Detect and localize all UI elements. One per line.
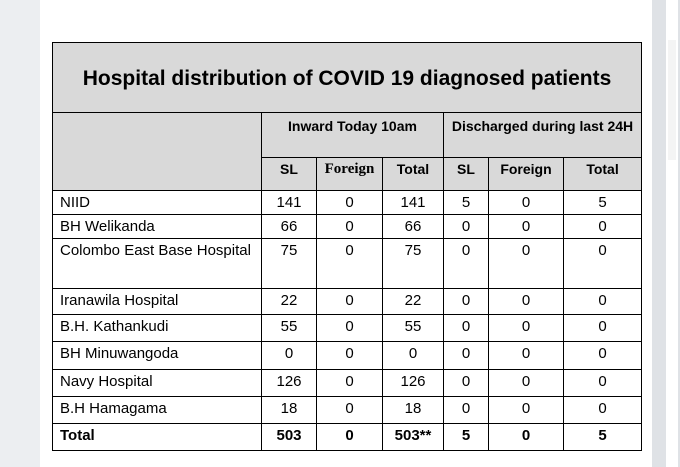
value-cell: 0 [488, 214, 564, 239]
total-label: Total [52, 423, 262, 451]
scrollbar-thumb[interactable] [668, 40, 676, 160]
value-cell: 0 [443, 238, 489, 289]
value-cell: 0 [488, 341, 564, 370]
table-row: BH Minuwangoda 0 0 0 0 0 0 [52, 341, 643, 370]
hospital-name: Iranawila Hospital [52, 288, 262, 315]
table-row: Iranawila Hospital 22 0 22 0 0 0 [52, 288, 643, 315]
value-cell: 0 [443, 288, 489, 315]
header-blank-cell [52, 112, 262, 191]
total-value-cell: 0 [488, 423, 564, 451]
value-cell: 0 [443, 369, 489, 397]
table-row: NIID 141 0 141 5 0 5 [52, 190, 643, 215]
value-cell: 0 [316, 396, 383, 424]
value-cell: 0 [488, 288, 564, 315]
value-cell: 141 [382, 190, 444, 215]
subheader-discharged-foreign: Foreign [488, 157, 564, 191]
value-cell: 0 [316, 369, 383, 397]
value-cell: 18 [261, 396, 317, 424]
total-value-cell: 503 [261, 423, 317, 451]
subheader-inward-total: Total [382, 157, 444, 191]
hospital-name: B.H Hamagama [52, 396, 262, 424]
value-cell: 0 [488, 190, 564, 215]
value-cell: 0 [443, 396, 489, 424]
hospital-name: NIID [52, 190, 262, 215]
group-header-inward: Inward Today 10am [261, 112, 444, 158]
subheader-inward-sl: SL [261, 157, 317, 191]
value-cell: 0 [443, 341, 489, 370]
hospital-name: BH Minuwangoda [52, 341, 262, 370]
value-cell: 0 [316, 190, 383, 215]
value-cell: 66 [382, 214, 444, 239]
value-cell: 75 [382, 238, 444, 289]
covid-hospital-table: Hospital distribution of COVID 19 diagno… [51, 42, 643, 451]
value-cell: 0 [562, 369, 643, 397]
value-cell: 0 [316, 238, 383, 289]
subheader-discharged-sl: SL [443, 157, 489, 191]
value-cell: 0 [562, 288, 643, 315]
value-cell: 0 [562, 396, 643, 424]
table-row: B.H Hamagama 18 0 18 0 0 0 [52, 396, 643, 424]
total-value-cell: 5 [443, 423, 489, 451]
table-row: BH Welikanda 66 0 66 0 0 0 [52, 214, 643, 239]
hospital-name: BH Welikanda [52, 214, 262, 239]
value-cell: 0 [316, 214, 383, 239]
value-cell: 0 [488, 314, 564, 342]
value-cell: 0 [562, 238, 643, 289]
value-cell: 0 [316, 341, 383, 370]
value-cell: 0 [316, 314, 383, 342]
value-cell: 0 [382, 341, 444, 370]
value-cell: 55 [261, 314, 317, 342]
hospital-name: B.H. Kathankudi [52, 314, 262, 342]
hospital-name: Colombo East Base Hospital [52, 238, 262, 289]
value-cell: 0 [488, 369, 564, 397]
value-cell: 66 [261, 214, 317, 239]
table-title: Hospital distribution of COVID 19 diagno… [51, 42, 643, 113]
value-cell: 0 [488, 238, 564, 289]
value-cell: 22 [261, 288, 317, 315]
value-cell: 0 [562, 314, 643, 342]
value-cell: 55 [382, 314, 444, 342]
value-cell: 0 [488, 396, 564, 424]
value-cell: 0 [316, 288, 383, 315]
hospital-name: Navy Hospital [52, 369, 262, 397]
subheader-discharged-total: Total [562, 157, 643, 191]
value-cell: 126 [382, 369, 444, 397]
value-cell: 75 [261, 238, 317, 289]
value-cell: 0 [261, 341, 317, 370]
value-cell: 141 [261, 190, 317, 215]
total-value-cell: 5 [562, 423, 643, 451]
value-cell: 0 [562, 214, 643, 239]
value-cell: 18 [382, 396, 444, 424]
value-cell: 126 [261, 369, 317, 397]
total-row: Total 503 0 503** 5 0 5 [52, 423, 643, 451]
value-cell: 5 [562, 190, 643, 215]
table-row: B.H. Kathankudi 55 0 55 0 0 0 [52, 314, 643, 342]
value-cell: 22 [382, 288, 444, 315]
subheader-inward-foreign: Foreign [316, 157, 383, 191]
value-cell: 0 [562, 341, 643, 370]
table-row: Navy Hospital 126 0 126 0 0 0 [52, 369, 643, 397]
value-cell: 0 [443, 314, 489, 342]
total-value-cell: 0 [316, 423, 383, 451]
value-cell: 0 [443, 214, 489, 239]
value-cell: 5 [443, 190, 489, 215]
total-value-cell: 503** [382, 423, 444, 451]
table-row: Colombo East Base Hospital 75 0 75 0 0 0 [52, 238, 643, 289]
group-header-discharged: Discharged during last 24H [442, 112, 643, 158]
